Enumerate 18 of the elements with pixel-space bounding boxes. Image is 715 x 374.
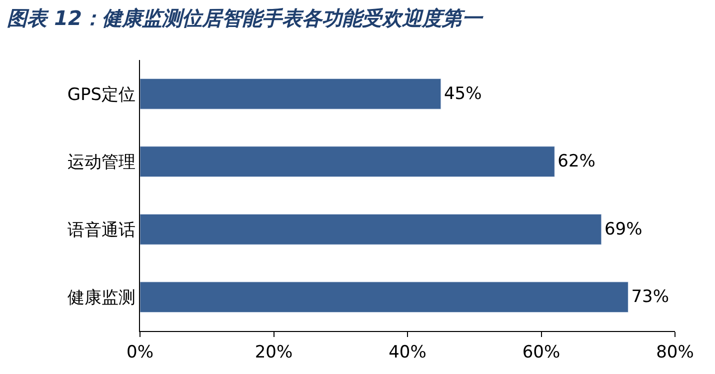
x-tick-label: 40% <box>388 342 426 362</box>
bar <box>140 282 628 313</box>
data-label: 62% <box>558 152 596 172</box>
y-tick-label: GPS定位 <box>67 84 136 105</box>
x-tick-label: 0% <box>126 342 154 362</box>
y-tick-label: 运动管理 <box>68 152 136 173</box>
data-label: 73% <box>631 287 669 308</box>
chart-title: 图表 12：健康监测位居智能手表各功能受欢迎度第一 <box>7 6 484 30</box>
x-tick-label: 20% <box>254 342 293 362</box>
y-tick-label: 健康监测 <box>68 288 136 308</box>
bar <box>140 78 442 110</box>
data-label: 45% <box>444 84 482 104</box>
data-label: 69% <box>604 219 642 240</box>
bar <box>140 146 555 178</box>
x-tick-label: 80% <box>656 342 694 362</box>
y-tick-label: 语音通话 <box>68 220 136 240</box>
x-tick-label: 60% <box>522 342 560 362</box>
bar <box>140 214 602 245</box>
